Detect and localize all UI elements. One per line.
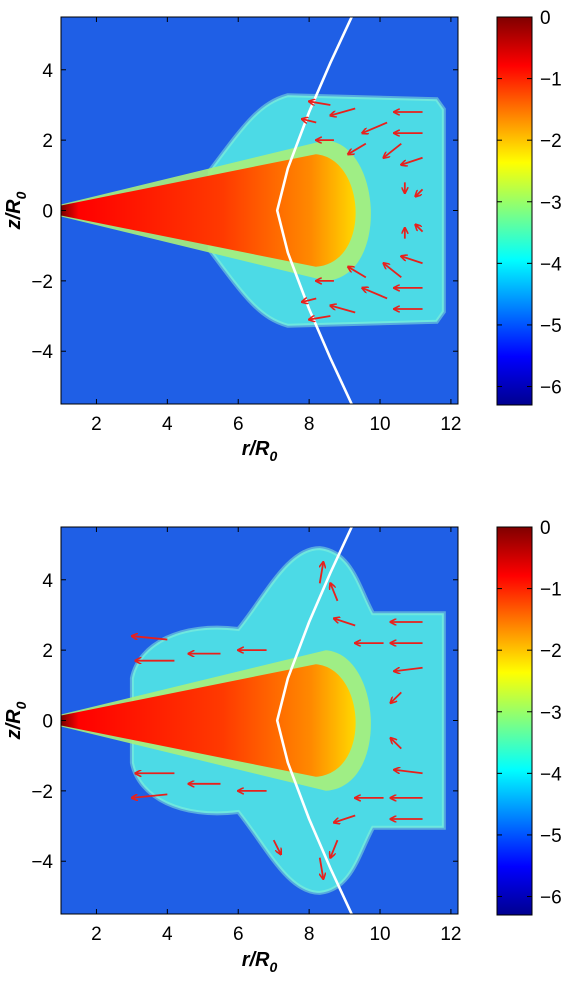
velocity-arrow — [348, 142, 367, 155]
velocity-arrow — [415, 188, 424, 196]
y-axis-label-subscript: 0 — [13, 191, 29, 199]
y-axis-label-subscript: 0 — [13, 701, 29, 709]
velocity-arrow — [330, 305, 356, 314]
colorbar-tick-label: −3 — [540, 703, 562, 724]
x-axis-label-subscript: 0 — [270, 448, 278, 464]
velocity-arrow — [362, 121, 388, 134]
colorbar-tick-label: −2 — [540, 131, 562, 152]
velocity-arrow — [394, 666, 423, 672]
velocity-arrow — [302, 298, 317, 302]
colorbar-tick-label: −1 — [540, 580, 562, 601]
velocity-arrow — [384, 263, 402, 279]
plot-area — [61, 17, 458, 404]
x-axis-label-main: r/R — [242, 438, 270, 460]
envelope-rim — [207, 93, 446, 328]
y-axis-label-main: z/R — [3, 709, 25, 741]
plot-area — [61, 527, 458, 914]
colorbar-tick-label: 0 — [540, 8, 551, 29]
y-tick-label: 4 — [42, 571, 53, 592]
colorbar-tick-label: −6 — [540, 378, 562, 399]
x-tick-label: 4 — [162, 414, 173, 435]
velocity-arrow — [320, 562, 324, 584]
velocity-arrow — [415, 225, 424, 233]
colorbar-tick-label: −5 — [540, 826, 562, 847]
disk-core — [61, 664, 356, 777]
velocity-arrow — [330, 107, 356, 115]
velocity-arrow — [391, 738, 402, 750]
velocity-arrow — [394, 770, 423, 775]
velocity-arrow — [309, 316, 331, 320]
vector-field — [132, 562, 423, 879]
velocity-arrow — [348, 267, 367, 279]
x-tick-label: 6 — [233, 414, 244, 435]
x-tick-label: 8 — [304, 924, 315, 945]
x-tick-label: 2 — [91, 924, 102, 945]
boundary-curve — [275, 527, 353, 914]
colorbar-tick-label: −4 — [540, 254, 562, 275]
envelope-rim — [129, 546, 446, 895]
x-axis-label: r/R0 — [242, 438, 278, 464]
velocity-arrow — [330, 583, 339, 602]
x-axis-label-main: r/R — [242, 949, 270, 971]
y-tick-label: 0 — [42, 712, 53, 733]
x-tick-label: 10 — [369, 414, 390, 435]
colorbar-tick-label: −2 — [540, 641, 562, 662]
colorbar-tick-label: 0 — [540, 518, 551, 539]
x-axis-label-subscript: 0 — [270, 959, 278, 975]
velocity-arrow — [391, 691, 402, 703]
velocity-arrow — [302, 119, 317, 123]
y-tick-label: 2 — [42, 131, 53, 152]
y-tick-label: 2 — [42, 641, 53, 662]
colorbar-tick-label: −1 — [540, 70, 562, 91]
y-tick-label: 4 — [42, 61, 53, 82]
y-axis-label: z/R0 — [3, 701, 29, 740]
vector-field — [302, 101, 424, 320]
y-tick-label: 0 — [42, 202, 53, 223]
velocity-arrow — [272, 839, 281, 854]
x-tick-label: 12 — [440, 924, 461, 945]
boundary-curve — [275, 17, 353, 404]
velocity-arrow — [132, 793, 168, 798]
velocity-arrow — [401, 156, 423, 165]
x-tick-label: 2 — [91, 414, 102, 435]
velocity-arrow — [334, 814, 356, 822]
velocity-arrow — [330, 839, 339, 858]
x-tick-label: 12 — [440, 414, 461, 435]
velocity-arrow — [132, 636, 168, 641]
colorbar — [496, 526, 533, 916]
colorbar-tick-label: −6 — [540, 888, 562, 909]
y-axis-label-main: z/R — [3, 199, 25, 231]
velocity-arrow — [401, 256, 423, 265]
velocity-arrow — [384, 142, 402, 158]
colorbar-tick-label: −4 — [540, 764, 562, 785]
velocity-arrow — [320, 857, 324, 879]
colorbar-tick-label: −5 — [540, 316, 562, 337]
velocity-arrow — [334, 618, 356, 627]
disk-core — [61, 154, 356, 267]
y-tick-label: −4 — [31, 852, 53, 873]
y-axis-label: z/R0 — [3, 191, 29, 230]
x-tick-label: 10 — [369, 924, 390, 945]
x-axis-label: r/R0 — [242, 949, 278, 975]
x-tick-label: 6 — [233, 924, 244, 945]
colorbar — [496, 16, 533, 406]
x-tick-label: 4 — [162, 924, 173, 945]
y-tick-label: −4 — [31, 342, 53, 363]
velocity-arrow — [309, 101, 331, 105]
x-tick-label: 8 — [304, 414, 315, 435]
velocity-arrow — [362, 288, 388, 300]
y-tick-label: −2 — [31, 272, 53, 293]
y-tick-label: −2 — [31, 782, 53, 803]
colorbar-tick-label: −3 — [540, 193, 562, 214]
